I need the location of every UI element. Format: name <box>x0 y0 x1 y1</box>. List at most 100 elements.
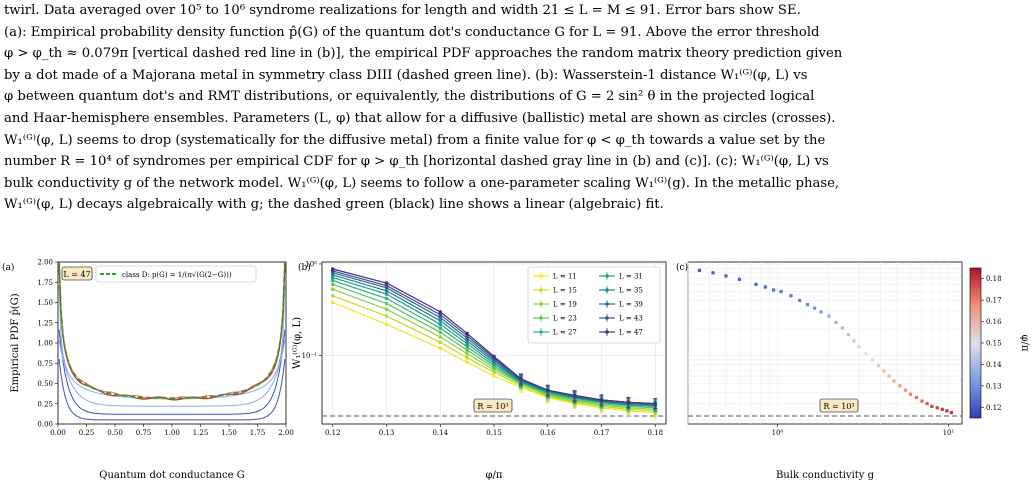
panel-a-xtick-label: 1.00 <box>164 429 180 437</box>
caption-line: (a): Empirical probability density funct… <box>4 24 820 40</box>
panel-b-legend-label: L = 47 <box>619 329 643 337</box>
panel-b-xlabel: φ/π <box>486 470 503 481</box>
panel-a-rmt-curve <box>58 261 286 400</box>
colorbar-tick-label: 0.17 <box>986 297 1002 305</box>
panel-c-point <box>914 395 919 400</box>
panel-c-point <box>834 320 838 325</box>
panel-b-point <box>438 315 443 320</box>
panel-b-legend-marker <box>539 274 543 278</box>
panel-c-point <box>789 294 793 298</box>
panel-a-xtick-label: 0.50 <box>107 429 123 437</box>
panel-b-xticks: 0.12 0.13 0.14 0.15 0.16 0.17 0.18 <box>325 424 663 437</box>
panel-a-xtick-label: 0.25 <box>79 429 95 437</box>
panel-c-point <box>711 271 715 275</box>
panel-b-point <box>653 401 658 406</box>
panel-b-xtick-label: 0.17 <box>594 429 610 437</box>
panel-a-curves <box>58 261 286 421</box>
colorbar <box>969 267 982 419</box>
panel-b-point <box>330 267 335 271</box>
panel-a-ytick-label: 0.50 <box>37 380 53 388</box>
panel-a-badge: L = 47 <box>63 270 90 279</box>
panel-b-point <box>465 341 469 346</box>
colorbar-ticks: 0.18 0.17 0.16 0.15 0.14 0.13 0.12 <box>981 275 1002 412</box>
panel-a-ytick-label: 2.00 <box>37 259 53 267</box>
panel-c-grid <box>687 262 962 424</box>
caption-line: φ between quantum dot's and RMT distribu… <box>4 89 815 105</box>
panel-b-point <box>330 275 335 280</box>
panel-c-point <box>805 303 810 307</box>
panel-b-point <box>626 400 631 405</box>
panel-c-point <box>925 402 929 406</box>
panel-b-point <box>465 344 469 349</box>
panel-b-point <box>384 296 389 301</box>
figure: (a) 0.00 0.25 0.50 0.75 1.00 1.25 1.50 1.75 2.00… <box>2 259 1030 482</box>
panel-b-point <box>438 340 443 345</box>
panel-c-badge: R = 10³ <box>823 402 854 411</box>
panel-b-point <box>492 374 496 378</box>
panel-c-point <box>876 363 881 368</box>
panel-b-point <box>438 322 443 327</box>
panel-c-point <box>724 274 728 278</box>
panel-b-legend-marker <box>605 330 609 334</box>
panel-c-point <box>892 379 896 383</box>
colorbar-tick-label: 0.15 <box>986 340 1002 348</box>
panel-b-legend: L = 11 L = 15 L = 19 L = 23 L = 27 L = 31 L = … <box>527 266 661 344</box>
panel-c-point <box>779 289 783 294</box>
panel-b-point <box>438 310 443 314</box>
panel-b-xtick-label: 0.16 <box>540 429 556 437</box>
panel-a-xlabel: Quantum dot conductance G <box>99 470 244 481</box>
panel-a-ylabel: Empirical PDF p̂(G) <box>10 293 21 392</box>
panel-b-xtick-label: 0.18 <box>647 429 663 437</box>
panel-a-xtick-label: 0.00 <box>50 429 66 437</box>
panel-b-legend-label: L = 19 <box>553 301 577 309</box>
panel-b-legend-box <box>527 266 661 344</box>
panel-c-point <box>846 332 851 337</box>
panel-b-legend-label: L = 15 <box>553 287 577 295</box>
panel-b-legend-label: L = 23 <box>553 315 577 323</box>
panel-b-point <box>465 355 469 360</box>
panel-b-yticks: 10⁰ 10⁻¹ <box>302 260 322 360</box>
colorbar-tick-label: 0.18 <box>986 275 1002 283</box>
panel-c-point <box>819 310 823 314</box>
panel-b-point <box>384 301 389 306</box>
panel-c-point <box>754 282 758 286</box>
panel-a-xticks: 0.00 0.25 0.50 0.75 1.00 1.25 1.50 1.75 2.00 <box>50 424 294 437</box>
panel-a-badge-box <box>61 266 93 281</box>
panel-c-point <box>920 399 924 403</box>
panel-b-legend-label: L = 27 <box>553 329 577 337</box>
panel-b-legend-marker <box>605 316 609 320</box>
panel-a-axes <box>57 261 287 425</box>
panel-b-point <box>438 312 443 317</box>
figure-caption: twirl. Data averaged over 10⁵ to 10⁶ syn… <box>4 0 1028 216</box>
panel-c-point <box>898 384 902 388</box>
panel-c-point <box>772 288 776 292</box>
panel-a-curve <box>58 329 286 415</box>
caption-line: number R = 10⁴ of syndromes per empirica… <box>4 154 829 170</box>
panel-b-legend-marker <box>539 288 543 292</box>
panel-c-point <box>852 339 856 343</box>
colorbar-tick-label: 0.12 <box>986 404 1002 412</box>
panel-b-legend-marker <box>539 330 543 334</box>
panel-b-point <box>545 388 550 393</box>
panel-b-legend-label: L = 31 <box>619 273 643 281</box>
panel-c-point <box>908 392 913 396</box>
panel-a-yticks: 0.00 0.25 0.50 0.75 1.00 1.25 1.50 1.75 2.00 <box>37 259 58 429</box>
panel-a-ytick-label: 0.25 <box>37 400 53 408</box>
panel-a-ytick-label: 1.75 <box>37 279 53 287</box>
panel-c-xtick-label: 10⁰ <box>772 429 784 437</box>
panel-b-badge: R = 10³ <box>477 402 508 411</box>
panel-b-legend-marker <box>605 302 609 306</box>
panel-c-point <box>882 369 886 373</box>
panel-b-point <box>438 330 443 335</box>
panel-b-legend-marker <box>539 302 543 306</box>
panel-b-point <box>330 300 335 305</box>
colorbar-tick-label: 0.13 <box>986 382 1002 390</box>
panel-b-point <box>519 376 523 381</box>
panel-c-point <box>930 404 934 408</box>
panel-c-point <box>813 306 817 310</box>
panel-c-badge-box <box>819 398 859 413</box>
panel-b-point <box>384 292 389 296</box>
panel-a-ytick-label: 0.75 <box>37 360 53 368</box>
caption-line: W₁⁽ᴳ⁾(φ, L) decays algebraically with g;… <box>4 197 664 213</box>
panel-c-point <box>737 277 742 281</box>
